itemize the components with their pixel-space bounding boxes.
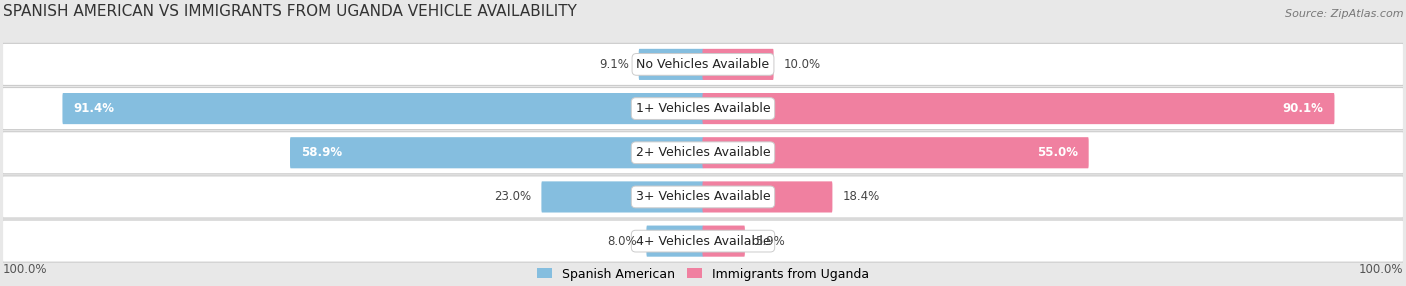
FancyBboxPatch shape <box>703 137 1088 168</box>
FancyBboxPatch shape <box>638 49 703 80</box>
FancyBboxPatch shape <box>3 220 1403 262</box>
Text: 91.4%: 91.4% <box>73 102 114 115</box>
FancyBboxPatch shape <box>647 226 703 257</box>
FancyBboxPatch shape <box>703 49 773 80</box>
Text: 23.0%: 23.0% <box>495 190 531 203</box>
FancyBboxPatch shape <box>703 181 832 212</box>
FancyBboxPatch shape <box>541 181 703 212</box>
Text: 10.0%: 10.0% <box>783 58 821 71</box>
FancyBboxPatch shape <box>3 88 1403 130</box>
FancyBboxPatch shape <box>290 137 703 168</box>
Text: No Vehicles Available: No Vehicles Available <box>637 58 769 71</box>
Text: SPANISH AMERICAN VS IMMIGRANTS FROM UGANDA VEHICLE AVAILABILITY: SPANISH AMERICAN VS IMMIGRANTS FROM UGAN… <box>3 4 576 19</box>
Text: Source: ZipAtlas.com: Source: ZipAtlas.com <box>1285 9 1403 19</box>
Text: 100.0%: 100.0% <box>1358 263 1403 276</box>
Text: 2+ Vehicles Available: 2+ Vehicles Available <box>636 146 770 159</box>
Text: 3+ Vehicles Available: 3+ Vehicles Available <box>636 190 770 203</box>
FancyBboxPatch shape <box>3 43 1403 86</box>
Text: 8.0%: 8.0% <box>607 235 637 248</box>
FancyBboxPatch shape <box>703 226 745 257</box>
Text: 18.4%: 18.4% <box>842 190 880 203</box>
Legend: Spanish American, Immigrants from Uganda: Spanish American, Immigrants from Uganda <box>531 263 875 285</box>
Text: 1+ Vehicles Available: 1+ Vehicles Available <box>636 102 770 115</box>
Text: 4+ Vehicles Available: 4+ Vehicles Available <box>636 235 770 248</box>
FancyBboxPatch shape <box>62 93 703 124</box>
Text: 90.1%: 90.1% <box>1282 102 1323 115</box>
Text: 58.9%: 58.9% <box>301 146 342 159</box>
Text: 5.9%: 5.9% <box>755 235 785 248</box>
Text: 9.1%: 9.1% <box>599 58 628 71</box>
FancyBboxPatch shape <box>3 132 1403 174</box>
Text: 100.0%: 100.0% <box>3 263 48 276</box>
FancyBboxPatch shape <box>703 93 1334 124</box>
Text: 55.0%: 55.0% <box>1036 146 1077 159</box>
FancyBboxPatch shape <box>3 176 1403 218</box>
